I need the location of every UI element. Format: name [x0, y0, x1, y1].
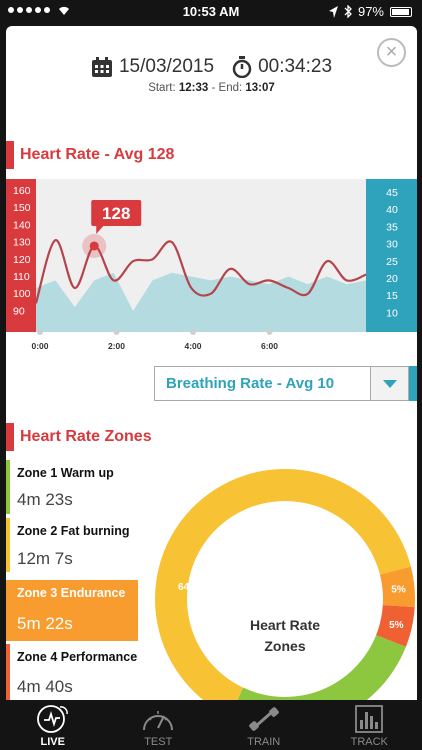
tab-bar: LIVE TEST TRAIN TRACK	[0, 700, 422, 750]
x-tick-label: 4:00	[184, 341, 201, 351]
y-left-tick-label: 90	[13, 305, 25, 317]
donut-slice-label: 5%	[389, 620, 404, 631]
y-right-tick-label: 10	[386, 307, 398, 319]
x-tick-label: 0:00	[31, 341, 48, 351]
end-time: 13:07	[245, 82, 275, 94]
y-right-tick-label: 20	[386, 273, 398, 285]
gauge-icon	[143, 711, 174, 731]
zone-3[interactable]: Zone 3 Endurance 5m 22s	[6, 580, 138, 641]
y-left-tick-label: 160	[13, 185, 31, 197]
heart-rate-chart[interactable]: 128 160 150 140 130 120 110 100 90 45 40 35 30 25 20 15…	[6, 179, 417, 362]
y-left-tick-label: 110	[13, 271, 30, 283]
y-right-tick-label: 40	[386, 204, 398, 216]
calendar-icon	[91, 56, 112, 77]
breathing-rate-select[interactable]: Breathing Rate - Avg 10	[154, 366, 409, 401]
donut-slice-label: 64%	[178, 582, 198, 593]
stopwatch-icon	[232, 56, 252, 78]
tab-track[interactable]: TRACK	[317, 700, 422, 750]
bar-chart-icon	[355, 705, 384, 733]
signal-icon	[8, 4, 72, 16]
zone-2[interactable]: Zone 2 Fat burning 12m 7s	[6, 518, 152, 572]
y-left-tick-label: 130	[13, 237, 31, 249]
left-axis-band	[6, 179, 36, 332]
right-axis-band	[366, 179, 417, 332]
callout-value: 128	[102, 204, 130, 223]
x-tick-dot	[190, 329, 196, 335]
select-accent	[409, 366, 417, 401]
donut-slice-label: 5%	[391, 584, 406, 595]
donut-title: Heart Rate	[250, 617, 320, 633]
heart-rate-line	[34, 239, 367, 304]
heart-rate-title: Heart Rate - Avg 128	[6, 141, 174, 169]
session-dateline: 15/03/2015 00:34:23	[6, 56, 417, 78]
donut-title: Zones	[264, 638, 305, 654]
donut-slice	[376, 605, 415, 647]
callout-box	[91, 199, 142, 226]
zone-4[interactable]: Zone 4 Performance 4m 40s	[6, 644, 152, 700]
tab-test[interactable]: TEST	[106, 700, 212, 750]
breathing-rate-value: Breathing Rate - Avg 10	[166, 375, 335, 392]
y-right-tick-label: 35	[386, 221, 398, 233]
y-left-tick-label: 100	[13, 288, 31, 300]
dumbbell-icon	[248, 707, 279, 731]
session-card: × 15/03/2015 00:34:23 Start: 12:33 - End…	[6, 26, 417, 700]
zone-1[interactable]: Zone 1 Warm up 4m 23s	[6, 460, 152, 514]
status-bar: 10:53 AM 97%	[0, 0, 422, 22]
x-tick-label: 2:00	[108, 341, 125, 351]
y-right-tick-label: 30	[386, 239, 398, 251]
highlight-point	[89, 241, 99, 251]
status-time: 10:53 AM	[182, 4, 240, 19]
session-start-end: Start: 12:33 - End: 13:07	[148, 82, 275, 94]
battery-percent: 97%	[357, 4, 384, 19]
tab-train[interactable]: TRAIN	[211, 700, 317, 750]
x-tick-dot	[266, 329, 273, 335]
callout-pointer	[96, 224, 105, 234]
y-right-tick-label: 15	[386, 290, 398, 302]
y-right-tick-label: 25	[386, 256, 398, 268]
wifi-icon	[59, 6, 69, 15]
session-duration: 00:34:23	[258, 56, 333, 77]
location-icon	[328, 5, 338, 18]
battery-icon	[390, 6, 412, 17]
donut-slice	[379, 566, 415, 608]
x-tick-dot	[113, 329, 120, 335]
y-left-tick-label: 150	[13, 202, 31, 214]
session-date: 15/03/2015	[118, 56, 215, 77]
bluetooth-icon	[344, 5, 352, 18]
tab-live[interactable]: LIVE	[0, 700, 106, 750]
y-right-tick-label: 45	[386, 187, 398, 199]
y-left-tick-label: 120	[13, 254, 31, 266]
x-tick-label: 6:00	[261, 341, 278, 351]
start-time: 12:33	[178, 82, 209, 94]
zones-title: Heart Rate Zones	[6, 423, 152, 451]
close-button[interactable]: ×	[377, 38, 406, 67]
live-icon	[36, 705, 68, 733]
breathing-rate-area	[36, 272, 366, 332]
close-icon: ×	[385, 41, 398, 63]
dropdown-arrow-icon[interactable]	[370, 367, 408, 400]
y-left-tick-label: 140	[13, 219, 31, 231]
x-tick-dot	[37, 329, 43, 335]
donut-slice	[237, 635, 406, 700]
